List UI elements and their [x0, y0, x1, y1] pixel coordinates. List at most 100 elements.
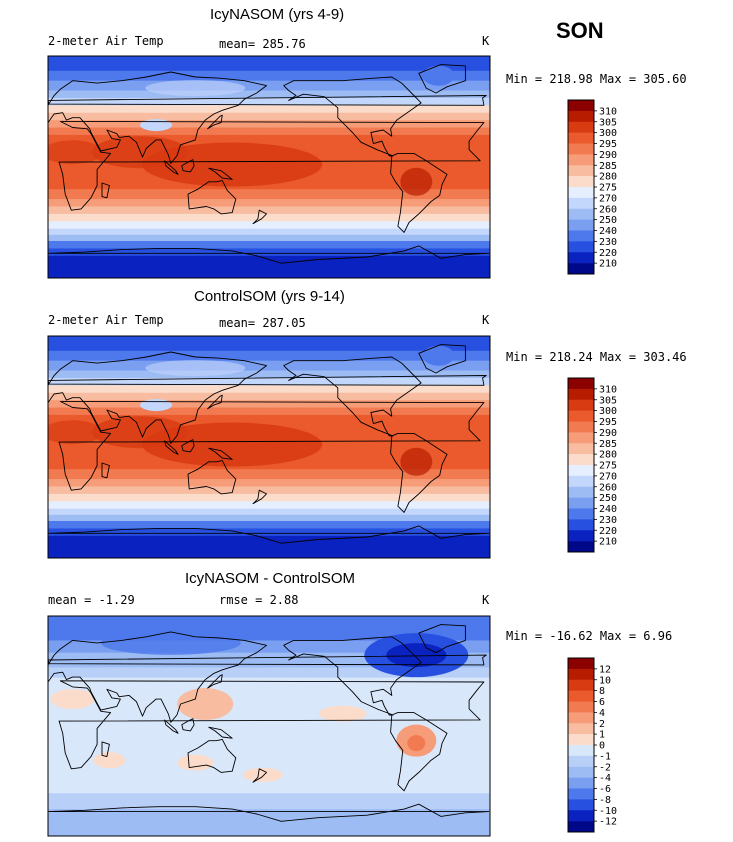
temperature-band	[48, 80, 490, 92]
colorbar-tick-label: -12	[599, 817, 617, 828]
colorbar-swatch	[568, 821, 594, 833]
colorbar-tick-label: -10	[599, 806, 617, 817]
temperature-band	[48, 199, 490, 207]
coastline-south-america	[390, 152, 448, 233]
coastline-antarctic	[48, 245, 490, 264]
temperature-band	[48, 350, 490, 362]
temperature-band	[48, 360, 490, 372]
cold-spot	[145, 360, 246, 377]
temperature-band	[48, 213, 490, 222]
colorbar-swatch	[568, 788, 594, 800]
cooling-region	[100, 630, 241, 655]
coastline-australia	[187, 460, 237, 495]
panel-1-variable-label: 2-meter Air Temp	[48, 34, 164, 48]
coastline-new-zealand	[252, 489, 267, 505]
temperature-band	[48, 377, 490, 386]
coastline-new-guinea	[208, 447, 233, 460]
colorbar-tick-label: 230	[599, 515, 617, 526]
coastline-greenland	[418, 344, 466, 374]
colorbar-swatch	[568, 100, 594, 112]
temperature-band	[48, 221, 490, 230]
colorbar-tick-label: 10	[599, 675, 611, 686]
colorbar-swatch	[568, 443, 594, 455]
colorbar-tick-label: 275	[599, 183, 617, 194]
difference-band	[48, 667, 490, 678]
colorbar-swatch	[568, 777, 594, 789]
warming-region	[50, 689, 95, 710]
colorbar-swatch	[568, 263, 594, 275]
warming-region	[93, 752, 126, 769]
coastline-africa	[58, 680, 485, 770]
warm-region	[400, 167, 433, 196]
colorbar-tick-label: -6	[599, 784, 611, 795]
temperature-band	[48, 189, 490, 200]
coastline-greenland	[418, 624, 466, 654]
panel-1-map	[47, 55, 491, 279]
temperature-band	[48, 127, 490, 136]
colorbar-tick-label: 275	[599, 461, 617, 472]
temperature-band	[48, 385, 490, 394]
colorbar-swatch	[568, 766, 594, 778]
temperature-band	[48, 535, 490, 558]
colorbar-tick-label: 12	[599, 664, 611, 675]
panel-1-title: IcyNASOM (yrs 4-9)	[210, 6, 345, 23]
colorbar-tick-label: 295	[599, 417, 617, 428]
coastline-antarctic	[48, 525, 490, 544]
temperature-band	[48, 206, 490, 215]
temperature-band	[48, 70, 490, 82]
colorbar-swatch	[568, 154, 594, 166]
coastline-madagascar	[101, 182, 110, 199]
temperature-band	[48, 501, 490, 510]
temperature-band	[48, 336, 490, 352]
cold-spot	[422, 65, 455, 86]
colorbar-swatch	[568, 508, 594, 520]
colorbar-tick-label: 230	[599, 237, 617, 248]
colorbar-swatch	[568, 701, 594, 713]
colorbar-swatch	[568, 679, 594, 691]
colorbar-swatch	[568, 378, 594, 390]
coastline-south-america	[390, 712, 448, 792]
colorbar-tick-label: 2	[599, 719, 605, 730]
cold-spot	[145, 80, 246, 97]
colorbar-tick-label: -2	[599, 762, 611, 773]
coastline-antarctic	[48, 803, 490, 822]
colorbar-swatch	[568, 530, 594, 542]
coastline-new-guinea	[208, 167, 233, 180]
temperature-band	[48, 400, 490, 409]
coastline-africa	[58, 120, 485, 211]
coastline-borneo	[181, 159, 195, 173]
colorbar-swatch	[568, 241, 594, 253]
colorbar-tick-label: -1	[599, 751, 611, 762]
colorbar-tick-label: 0	[599, 741, 605, 752]
temperature-band	[48, 528, 490, 537]
difference-band	[48, 793, 490, 810]
colorbar-swatch	[568, 432, 594, 444]
temperature-band	[48, 228, 490, 236]
coastline-madagascar	[101, 741, 110, 758]
panel-1-minmax-label: Min = 218.98 Max = 305.60	[506, 72, 687, 86]
temperature-band	[48, 514, 490, 522]
temperature-band	[48, 521, 490, 529]
colorbar-swatch	[568, 475, 594, 488]
colorbar-swatch	[568, 723, 594, 735]
coastline-north-america	[283, 356, 422, 437]
coastline-sumatra	[164, 719, 179, 734]
colorbar-swatch	[568, 497, 594, 509]
colorbar-tick-label: 290	[599, 428, 617, 439]
colorbar-swatch	[568, 208, 594, 220]
colorbar-tick-label: 210	[599, 259, 617, 270]
colorbar-tick-label: 220	[599, 248, 617, 259]
panel-3-title: IcyNASOM - ControlSOM	[185, 570, 356, 587]
difference-band	[48, 809, 490, 836]
warming-region	[318, 705, 367, 722]
colorbar-tick-label: 250	[599, 215, 617, 226]
temperature-band	[48, 248, 490, 257]
colorbar-swatch	[568, 410, 594, 422]
colorbar-swatch	[568, 734, 594, 746]
panel-2-minmax-label: Min = 218.24 Max = 303.46	[506, 350, 687, 364]
coastline-borneo	[181, 439, 195, 453]
colorbar-swatch	[568, 799, 594, 811]
coastline-new-zealand	[252, 209, 267, 225]
coastline-sumatra	[164, 160, 179, 175]
